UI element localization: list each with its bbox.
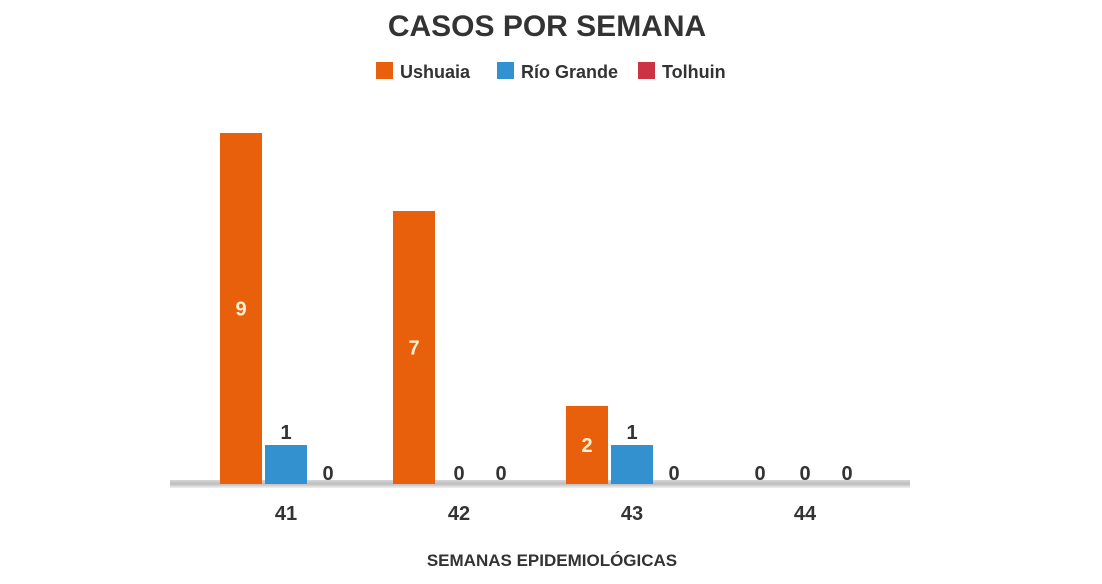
- legend-swatch-1: [497, 62, 514, 79]
- bar-ushuaia-42: [393, 211, 435, 484]
- data-label: 0: [495, 463, 506, 485]
- data-label: 2: [581, 435, 592, 457]
- legend-label-0: Ushuaia: [400, 62, 471, 82]
- legend: Ushuaia Río Grande Tolhuin: [376, 62, 726, 82]
- legend-swatch-2: [638, 62, 655, 79]
- data-label: 1: [280, 422, 291, 444]
- x-tick-label: 43: [621, 503, 643, 525]
- legend-swatch-0: [376, 62, 393, 79]
- x-tick-label: 44: [794, 503, 817, 525]
- bar-río-grande-41: [265, 445, 307, 484]
- baseline: [170, 480, 910, 488]
- data-label: 7: [408, 338, 419, 360]
- data-label: 0: [668, 463, 679, 485]
- chart-title: CASOS POR SEMANA: [388, 10, 706, 43]
- legend-label-1: Río Grande: [521, 62, 618, 82]
- data-label: 0: [754, 463, 765, 485]
- data-label: 1: [626, 422, 637, 444]
- x-axis-label: SEMANAS EPIDEMIOLÓGICAS: [427, 551, 677, 570]
- data-label: 0: [799, 463, 810, 485]
- bar-ushuaia-41: [220, 133, 262, 484]
- x-tick-label: 41: [275, 503, 297, 525]
- data-label: 0: [841, 463, 852, 485]
- legend-label-2: Tolhuin: [662, 62, 726, 82]
- data-label: 9: [235, 299, 246, 321]
- x-tick-label: 42: [448, 503, 470, 525]
- bar-ushuaia-43: [566, 406, 608, 484]
- data-label: 0: [453, 463, 464, 485]
- bar-río-grande-43: [611, 445, 653, 484]
- data-label: 0: [322, 463, 333, 485]
